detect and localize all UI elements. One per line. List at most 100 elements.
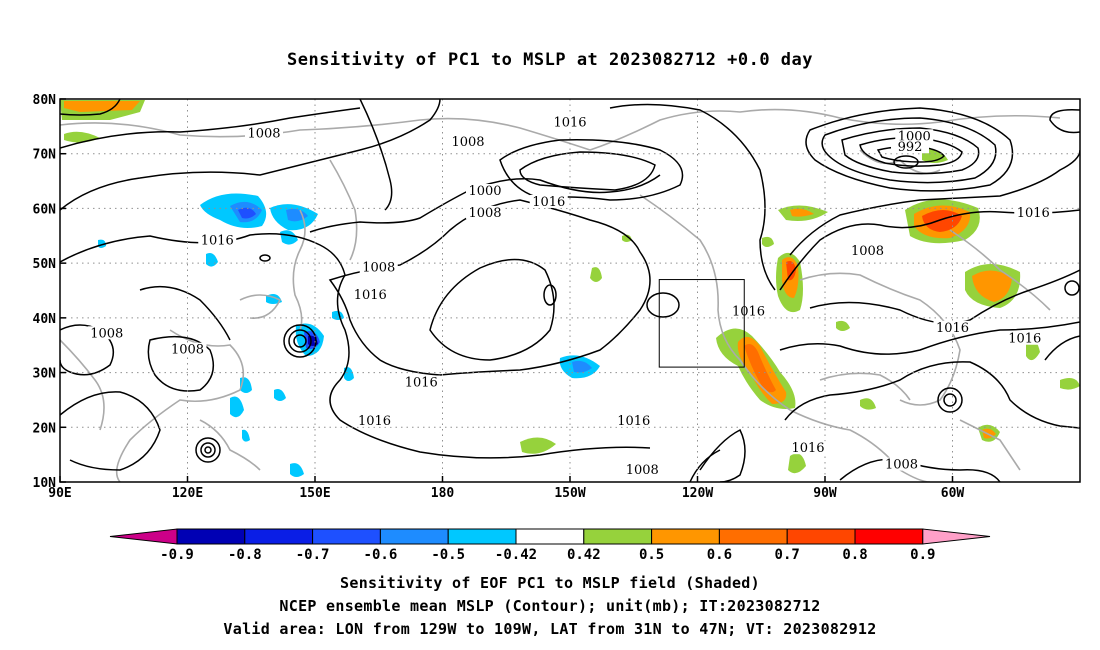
contour-label: 1008 xyxy=(362,261,395,276)
colorbar-high-arrow xyxy=(922,528,991,545)
contour-label: 1016 xyxy=(354,288,387,303)
contour-label-bg xyxy=(87,326,126,340)
contour-label-bg xyxy=(198,233,237,247)
contour-label: 1008 xyxy=(247,127,280,142)
lon-tick-label: 120W xyxy=(682,486,713,501)
lon-tick-label: 90E xyxy=(48,486,71,501)
colorbar-swatch xyxy=(786,528,856,545)
colorbar-label: 0.9 xyxy=(910,547,935,563)
contour-label-bg xyxy=(789,441,827,455)
caption-line-3: Valid area: LON from 129W to 109W, LAT f… xyxy=(223,620,877,638)
colorbar-swatch xyxy=(244,528,314,545)
lon-tick-label: 60W xyxy=(941,486,965,501)
colorbar-low-arrow xyxy=(109,528,178,545)
shade-positive xyxy=(790,208,814,217)
contour-label-bg xyxy=(351,287,390,301)
contour-label-bg xyxy=(891,140,929,154)
contour-label: 1016 xyxy=(358,414,391,429)
shade-negative xyxy=(290,463,304,477)
shade-positive xyxy=(64,131,100,143)
shade-negative xyxy=(274,389,286,401)
colorbar-swatch xyxy=(379,528,449,545)
shade-positive xyxy=(1060,378,1080,390)
gridlines xyxy=(60,99,1080,482)
colorbar-label: -0.9 xyxy=(160,547,194,563)
shade-negative xyxy=(206,253,218,267)
contour-label-bg xyxy=(1014,205,1053,219)
colorbar-swatch xyxy=(176,528,246,545)
colorbar-label: -0.7 xyxy=(296,547,330,563)
shade-negative xyxy=(242,429,250,442)
contour-label-bg xyxy=(168,342,207,356)
lat-tick-label: 50N xyxy=(33,257,57,272)
contour-label-bg xyxy=(402,375,441,389)
contour-label-bg xyxy=(614,413,653,427)
shade-negative xyxy=(280,230,298,245)
lat-tick-label: 60N xyxy=(33,202,57,217)
lon-tick-label: 150E xyxy=(299,486,330,501)
contour-label: 1016 xyxy=(791,441,824,456)
contour-label-bg xyxy=(355,413,394,427)
lat-tick-label: 40N xyxy=(33,312,57,327)
contour-label: 1016 xyxy=(201,233,234,248)
contour-label: 1008 xyxy=(885,458,918,473)
colorbar-label: 0.8 xyxy=(842,547,867,563)
lat-tick-label: 70N xyxy=(33,148,57,163)
colorbar-label: -0.5 xyxy=(431,547,465,563)
colorbar-label: 0.7 xyxy=(775,547,800,563)
page-title: Sensitivity of PC1 to MSLP at 2023082712… xyxy=(286,50,813,70)
colorbar: -0.9 -0.8 -0.7 -0.6 -0.5 -0.42 0.42 0.5 0.6 0.7 0.… xyxy=(109,528,991,563)
lon-tick-label: 120E xyxy=(172,486,203,501)
caption-line-1: Sensitivity of EOF PC1 to MSLP field (Sh… xyxy=(340,574,760,592)
shade-positive xyxy=(744,344,776,393)
map-axes: 90E 120E 150E 180 150W 120W 90W 60W 80N 70N 60N 50N… xyxy=(33,93,965,501)
colorbar-label: -0.8 xyxy=(228,547,262,563)
lon-tick-label: 180 xyxy=(431,486,455,501)
shade-positive xyxy=(786,261,796,281)
contour-label: 1016 xyxy=(553,116,586,131)
contour-label: 1008 xyxy=(90,326,123,341)
contour-label: 1008 xyxy=(626,463,659,478)
colorbar-label: 0.5 xyxy=(639,547,664,563)
lat-tick-label: 10N xyxy=(33,476,57,491)
shade-negative xyxy=(572,360,592,373)
contour-label: 1008 xyxy=(451,135,484,150)
shade-negative xyxy=(230,396,244,418)
contour-label: 1008 xyxy=(468,206,501,221)
contour-label: 1016 xyxy=(617,414,650,429)
colorbar-label: -0.6 xyxy=(364,547,398,563)
contour-label: 1016 xyxy=(936,321,969,336)
contour-label-bg xyxy=(359,260,398,274)
contour-label-bg xyxy=(529,194,568,208)
contour-label: 1000 xyxy=(468,184,501,199)
contour-label-bg xyxy=(449,134,487,148)
contour-label-bg xyxy=(882,457,921,471)
contour-label-bg xyxy=(848,244,887,258)
contour-label-bg xyxy=(1005,331,1044,345)
lon-tick-label: 150W xyxy=(554,486,585,501)
shade-positive xyxy=(590,267,602,282)
caption-line-2: NCEP ensemble mean MSLP (Contour); unit(… xyxy=(279,597,821,615)
contour-label-bg xyxy=(895,129,934,143)
coastlines xyxy=(60,108,1061,482)
contour-label: 1008 xyxy=(171,343,204,358)
contour-label-bg xyxy=(466,184,504,198)
shade-negative xyxy=(344,367,354,381)
shade-positive xyxy=(64,101,140,112)
shade-positive xyxy=(762,236,774,247)
colorbar-swatch xyxy=(583,528,653,545)
contour-label: 1016 xyxy=(1008,332,1041,347)
valid-area-box xyxy=(658,279,745,368)
colorbar-swatch xyxy=(515,528,585,545)
contour-label-bg xyxy=(245,126,283,140)
lon-tick-label: 90W xyxy=(813,486,837,501)
shade-positive xyxy=(520,437,556,454)
shade-positive xyxy=(836,320,850,331)
shade-positive xyxy=(860,398,876,410)
colorbar-label: 0.6 xyxy=(707,547,732,563)
colorbar-label: -0.42 xyxy=(495,547,537,563)
colorbar-swatch xyxy=(718,528,788,545)
colorbar-swatch xyxy=(312,528,381,545)
contour-label: 1016 xyxy=(732,304,765,319)
